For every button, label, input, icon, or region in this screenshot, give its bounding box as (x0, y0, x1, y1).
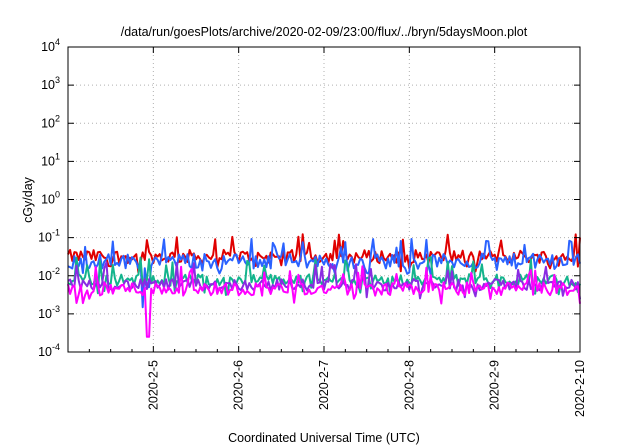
y-axis-label: cGy/day (21, 176, 35, 223)
y-tick-label-exponent: -2 (52, 266, 60, 276)
y-tick-label-exponent: 4 (55, 37, 60, 47)
x-tick-label: 2020-2-5 (146, 360, 160, 410)
x-tick-label: 2020-2-8 (402, 360, 416, 410)
y-tick-label: 10-1 (38, 228, 60, 245)
y-tick-label: 10-3 (38, 304, 60, 321)
x-tick-label: 2020-2-10 (573, 360, 587, 417)
chart-title: /data/run/goesPlots/archive/2020-02-09/2… (121, 25, 528, 39)
y-tick-label-exponent: -3 (52, 304, 60, 314)
y-tick-label-base: 10 (38, 307, 52, 321)
y-tick-label: 10-4 (38, 342, 60, 359)
y-tick-label-base: 10 (41, 193, 55, 207)
y-tick-label-base: 10 (38, 231, 52, 245)
series-line-5 (67, 265, 581, 338)
series-line-2 (67, 238, 581, 309)
x-tick-label: 2020-2-6 (232, 360, 246, 410)
series-layer (67, 233, 581, 338)
y-tick-label-base: 10 (41, 154, 55, 168)
x-tick-label: 2020-2-7 (317, 360, 331, 410)
y-tick-label: 100 (41, 190, 60, 207)
y-tick-label-exponent: -1 (52, 228, 60, 238)
y-tick-label: 104 (41, 37, 60, 54)
y-tick-label-base: 10 (41, 40, 55, 54)
series-line-1 (67, 233, 581, 274)
y-tick-label: 101 (41, 151, 60, 168)
y-tick-label: 102 (41, 113, 60, 130)
y-tick-label-exponent: -4 (52, 342, 60, 352)
y-tick-label: 103 (41, 75, 60, 92)
y-tick-label-base: 10 (38, 345, 52, 359)
y-tick-label-base: 10 (38, 269, 52, 283)
y-tick-label-base: 10 (41, 116, 55, 130)
y-tick-label-base: 10 (41, 78, 55, 92)
y-tick-label-exponent: 3 (55, 75, 60, 85)
y-tick-label: 10-2 (38, 266, 60, 283)
x-tick-label: 2020-2-9 (488, 360, 502, 410)
grid-layer (68, 47, 580, 352)
y-tick-label-exponent: 1 (55, 151, 60, 161)
y-tick-label-exponent: 0 (55, 190, 60, 200)
y-tick-label-exponent: 2 (55, 113, 60, 123)
x-axis-label: Coordinated Universal Time (UTC) (228, 431, 420, 445)
